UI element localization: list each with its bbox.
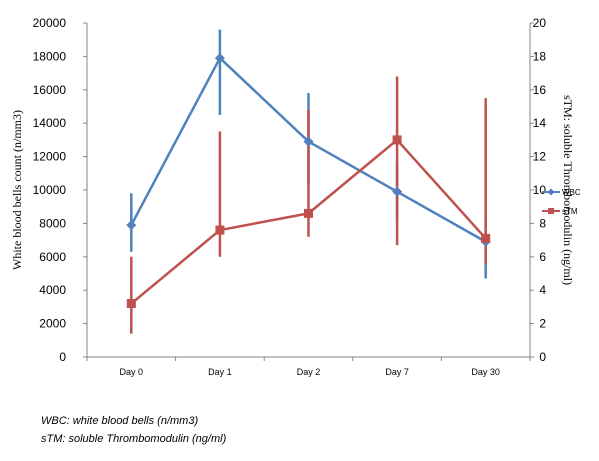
y-right-tick-label: 6 bbox=[539, 250, 546, 264]
x-tick-label: Day 2 bbox=[297, 367, 321, 377]
point-stm bbox=[126, 299, 136, 309]
y-right-tick-label: 20 bbox=[533, 16, 547, 30]
y-left-tick-label: 2000 bbox=[39, 317, 66, 331]
x-tick-label: Day 1 bbox=[208, 367, 232, 377]
point-wbc bbox=[392, 186, 403, 197]
series-markers bbox=[126, 53, 491, 309]
footnote-stm: sTM: soluble Thrombomodulin (ng/ml) bbox=[41, 433, 227, 445]
legend-label-wbc: WBC bbox=[562, 188, 581, 197]
point-stm bbox=[304, 208, 313, 218]
y-axis-left-title: White blood bells count (n/mm3) bbox=[10, 110, 24, 270]
y-right-tick-label: 12 bbox=[533, 150, 547, 164]
y-right-tick-label: 16 bbox=[533, 83, 547, 97]
point-wbc bbox=[214, 53, 225, 64]
point-stm bbox=[392, 135, 402, 145]
y-left-tick-label: 10000 bbox=[33, 183, 67, 197]
legend-marker-stm bbox=[548, 208, 554, 214]
y-right-tick-label: 4 bbox=[539, 283, 546, 297]
x-tick-label: Day 7 bbox=[385, 367, 409, 377]
y-left-tick-label: 6000 bbox=[39, 250, 66, 264]
point-stm bbox=[481, 233, 491, 243]
y-left-tick-label: 14000 bbox=[33, 116, 67, 130]
tick-labels: 0200040006000800010000120001400016000180… bbox=[10, 16, 575, 377]
y-right-tick-label: 18 bbox=[533, 49, 547, 63]
y-left-tick-label: 12000 bbox=[33, 150, 67, 164]
chart-axes bbox=[83, 22, 534, 361]
y-left-tick-label: 0 bbox=[59, 350, 66, 364]
chart: 0200040006000800010000120001400016000180… bbox=[10, 16, 581, 377]
y-right-tick-label: 2 bbox=[539, 317, 546, 331]
legend-label-stm: sTM bbox=[562, 207, 578, 216]
x-tick-label: Day 0 bbox=[120, 367, 144, 377]
y-left-tick-label: 18000 bbox=[33, 49, 67, 63]
y-left-tick-label: 16000 bbox=[33, 83, 67, 97]
point-wbc bbox=[303, 136, 314, 147]
y-left-tick-label: 20000 bbox=[33, 16, 67, 30]
point-stm bbox=[215, 225, 225, 235]
legend: WBC sTM bbox=[542, 188, 581, 216]
y-left-tick-label: 8000 bbox=[39, 216, 66, 230]
y-axis-right-title: sTM: soluble Thrombomodulin (ng/ml) bbox=[561, 95, 575, 285]
x-tick-label: Day 30 bbox=[471, 367, 500, 377]
error-bars bbox=[130, 29, 487, 334]
point-wbc bbox=[126, 220, 137, 231]
y-right-tick-label: 10 bbox=[533, 183, 547, 197]
y-right-tick-label: 0 bbox=[539, 350, 546, 364]
footnote-wbc: WBC: white blood bells (n/mm3) bbox=[41, 415, 199, 427]
y-right-tick-label: 14 bbox=[533, 116, 547, 130]
y-left-tick-label: 4000 bbox=[39, 283, 66, 297]
y-right-tick-label: 8 bbox=[539, 216, 546, 230]
legend-marker-wbc bbox=[547, 188, 555, 196]
